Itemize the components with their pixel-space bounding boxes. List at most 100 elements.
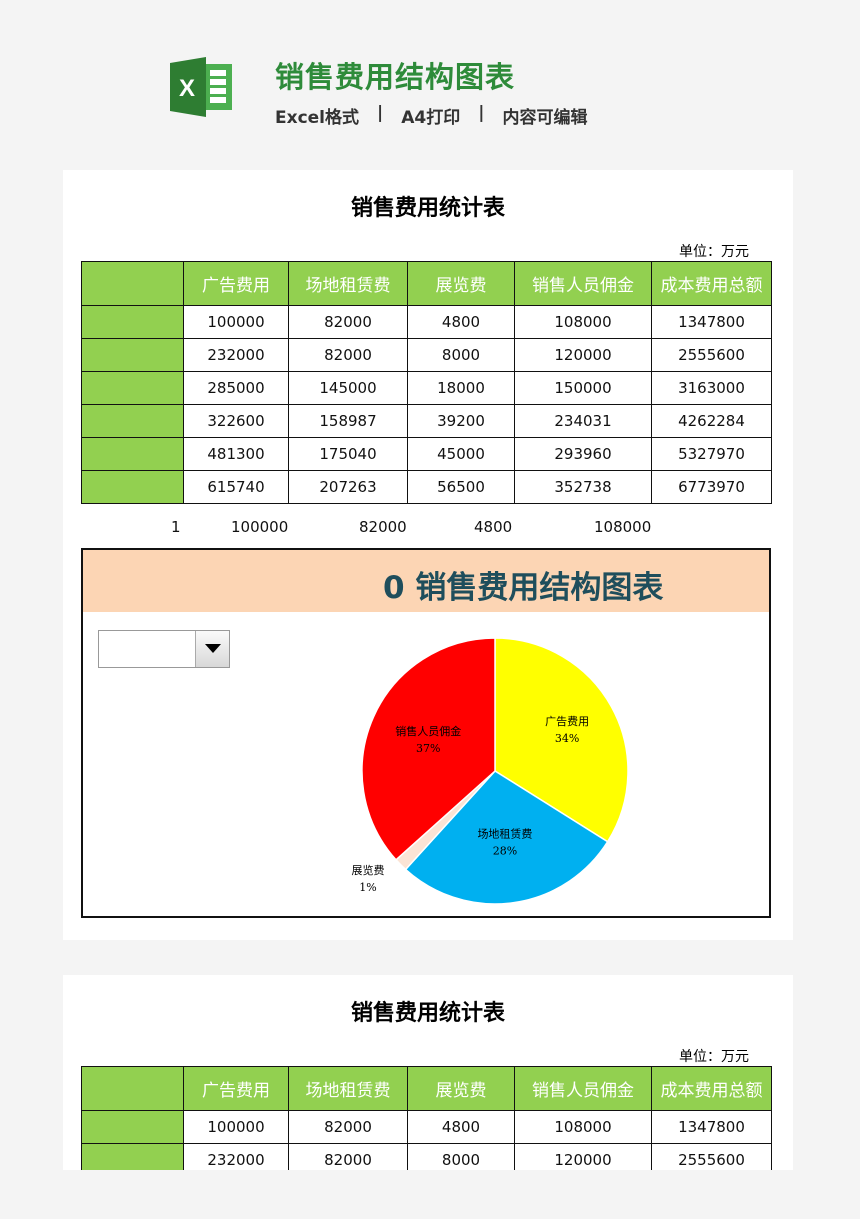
- sheet-preview-2: 销售费用统计表 单位：万元 广告费用 场地租赁费 展览费 销售人员佣金 成本费用总额 10…: [63, 975, 793, 1170]
- table-cell[interactable]: 352738: [514, 470, 652, 504]
- unit-label: 单位：万元: [679, 1049, 749, 1065]
- slice-percent: 28%: [493, 844, 517, 857]
- table-cell[interactable]: 232000: [183, 338, 289, 372]
- pie-slice[interactable]: [494, 637, 629, 843]
- feature-tags: Excel格式 | A4打印 | 内容可编辑: [275, 103, 587, 128]
- header-row: 广告费用 场地租赁费 展览费 销售人员佣金 成本费用总额: [81, 1066, 772, 1111]
- table-cell[interactable]: 1347800: [651, 305, 772, 339]
- table-cell[interactable]: 56500: [407, 470, 515, 504]
- slice-label: 销售人员佣金: [395, 724, 461, 738]
- table-cell[interactable]: [81, 1110, 184, 1144]
- helper-cell: 82000: [359, 518, 407, 536]
- table-cell[interactable]: 82000: [288, 338, 408, 372]
- sheet-preview-1: 销售费用统计表 单位：万元 广告费用 场地租赁费 展览费 销售人员佣金 成本费用总额 10…: [63, 170, 793, 940]
- table-cell[interactable]: 285000: [183, 371, 289, 405]
- table-cell[interactable]: 120000: [514, 338, 652, 372]
- column-header: 成本费用总额: [651, 1066, 772, 1111]
- table-row: 100000 82000 4800 108000 1347800: [81, 1110, 772, 1144]
- table-cell[interactable]: 145000: [288, 371, 408, 405]
- table-cell[interactable]: 322600: [183, 404, 289, 438]
- table-cell[interactable]: 100000: [183, 305, 289, 339]
- table-cell[interactable]: 158987: [288, 404, 408, 438]
- table-cell[interactable]: 8000: [407, 1143, 515, 1170]
- table-cell[interactable]: 150000: [514, 371, 652, 405]
- separator: |: [478, 103, 485, 123]
- table-row: 615740 207263 56500 352738 6773970: [81, 470, 772, 504]
- table-cell[interactable]: [81, 404, 184, 438]
- slice-label: 广告费用: [545, 715, 589, 728]
- category-dropdown[interactable]: [98, 630, 230, 668]
- table-row: 285000 145000 18000 150000 3163000: [81, 371, 772, 405]
- pie-svg: 广告费用 34% 场地租赁费 28% 展览费 1% 销售人员佣金 37%: [352, 637, 629, 905]
- tag-print: A4打印: [401, 108, 461, 128]
- pie-chart: 0 销售费用结构图表 广告费用 34% 场地租赁费 28% 展览费 1% 销售人员佣金 37%: [81, 548, 771, 918]
- table-cell[interactable]: 8000: [407, 338, 515, 372]
- column-header: 成本费用总额: [651, 261, 772, 306]
- expense-table: 广告费用 场地租赁费 展览费 销售人员佣金 成本费用总额 100000 82000 4800 1…: [81, 1066, 772, 1170]
- column-header: 展览费: [407, 261, 515, 306]
- expense-table: 广告费用 场地租赁费 展览费 销售人员佣金 成本费用总额 100000 82000 4800 1…: [81, 261, 772, 504]
- table-cell[interactable]: [81, 437, 184, 471]
- helper-cell: 108000: [594, 518, 652, 536]
- table-row: 232000 82000 8000 120000 2555600: [81, 338, 772, 372]
- chart-title-band: 0 销售费用结构图表: [83, 550, 769, 612]
- slice-percent: 34%: [555, 732, 579, 745]
- helper-cell: 100000: [231, 518, 289, 536]
- helper-cell: 1: [171, 518, 181, 536]
- table-cell[interactable]: 82000: [288, 305, 408, 339]
- table-cell[interactable]: 175040: [288, 437, 408, 471]
- slice-label: 场地租赁费: [477, 826, 532, 840]
- table-cell[interactable]: 100000: [183, 1110, 289, 1144]
- excel-logo-icon: X: [170, 57, 232, 117]
- table-cell[interactable]: 481300: [183, 437, 289, 471]
- table-cell[interactable]: 6773970: [651, 470, 772, 504]
- table-cell[interactable]: 108000: [514, 305, 652, 339]
- table-cell[interactable]: 232000: [183, 1143, 289, 1170]
- table-row: 100000 82000 4800 108000 1347800: [81, 305, 772, 339]
- table-cell[interactable]: 615740: [183, 470, 289, 504]
- chevron-down-icon[interactable]: [195, 631, 229, 667]
- table-cell[interactable]: 3163000: [651, 371, 772, 405]
- table-cell[interactable]: 207263: [288, 470, 408, 504]
- separator: |: [377, 103, 384, 123]
- table-cell[interactable]: 234031: [514, 404, 652, 438]
- table-cell[interactable]: 5327970: [651, 437, 772, 471]
- column-header: 销售人员佣金: [514, 261, 652, 306]
- column-header: 场地租赁费: [288, 1066, 408, 1111]
- table-cell[interactable]: [81, 470, 184, 504]
- slice-label: 展览费: [352, 863, 385, 877]
- column-header: 展览费: [407, 1066, 515, 1111]
- table-cell[interactable]: 120000: [514, 1143, 652, 1170]
- header-row: 广告费用 场地租赁费 展览费 销售人员佣金 成本费用总额: [81, 261, 772, 306]
- table-cell[interactable]: 4262284: [651, 404, 772, 438]
- table-cell[interactable]: 39200: [407, 404, 515, 438]
- table-cell[interactable]: 108000: [514, 1110, 652, 1144]
- helper-cell: 4800: [474, 518, 513, 536]
- table-cell[interactable]: [81, 338, 184, 372]
- unit-label: 单位：万元: [679, 244, 749, 260]
- table-cell[interactable]: [81, 371, 184, 405]
- pie-slice[interactable]: [404, 770, 609, 905]
- tag-editable: 内容可编辑: [502, 108, 588, 128]
- slice-percent: 37%: [416, 742, 440, 755]
- table-cell[interactable]: 4800: [407, 1110, 515, 1144]
- chart-title: 0 销售费用结构图表: [383, 570, 664, 606]
- table-cell[interactable]: 2555600: [651, 338, 772, 372]
- table-cell[interactable]: 2555600: [651, 1143, 772, 1170]
- sheet-title: 销售费用统计表: [350, 1001, 505, 1026]
- table-cell[interactable]: 82000: [288, 1110, 408, 1144]
- column-header: 广告费用: [183, 261, 289, 306]
- table-cell[interactable]: 45000: [407, 437, 515, 471]
- table-cell[interactable]: [81, 305, 184, 339]
- tag-format: Excel格式: [275, 108, 360, 128]
- svg-text:X: X: [179, 75, 195, 102]
- sheet-title: 销售费用统计表: [350, 196, 505, 221]
- table-cell[interactable]: 4800: [407, 305, 515, 339]
- pie-slice[interactable]: [361, 637, 496, 861]
- table-cell[interactable]: [81, 1143, 184, 1170]
- table-cell[interactable]: 82000: [288, 1143, 408, 1170]
- table-cell[interactable]: 1347800: [651, 1110, 772, 1144]
- table-cell[interactable]: 18000: [407, 371, 515, 405]
- slice-percent: 1%: [359, 881, 376, 894]
- table-cell[interactable]: 293960: [514, 437, 652, 471]
